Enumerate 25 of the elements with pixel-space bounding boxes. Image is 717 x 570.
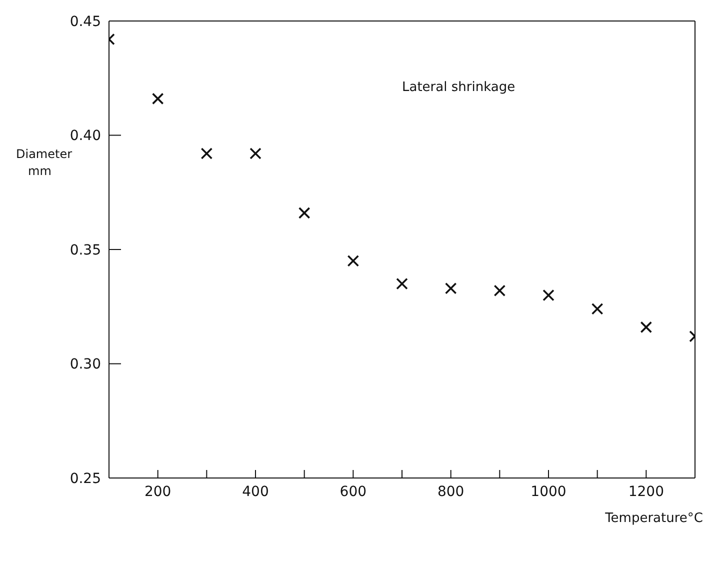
point <box>298 207 310 219</box>
y-axis-title: Diameter mm <box>16 147 72 178</box>
x-tick-label: 1200 <box>628 484 664 500</box>
annotation: Lateral shrinkage <box>402 80 516 95</box>
point <box>444 282 457 294</box>
y-tick-label: 0.30 <box>70 356 101 373</box>
y-tick-label: 0.25 <box>70 470 101 487</box>
x-tick-label: 600 <box>340 484 367 500</box>
x-tick-label: 400 <box>242 484 269 500</box>
point <box>396 278 408 290</box>
y-tick-label: 0.35 <box>70 242 101 258</box>
point <box>640 321 652 334</box>
point <box>152 92 164 105</box>
x-axis-title: Temperature°C <box>604 511 703 526</box>
point <box>542 289 554 302</box>
point <box>200 148 213 160</box>
y-tick-label: 0.40 <box>70 128 101 144</box>
point <box>591 303 604 315</box>
x-tick-label: 800 <box>437 484 464 500</box>
x-tick-label: 1000 <box>530 484 566 500</box>
y-tick-label: 0.45 <box>70 14 101 30</box>
point <box>250 148 262 160</box>
point <box>494 284 506 297</box>
x-tick-label: 200 <box>144 484 172 500</box>
point <box>347 255 360 267</box>
